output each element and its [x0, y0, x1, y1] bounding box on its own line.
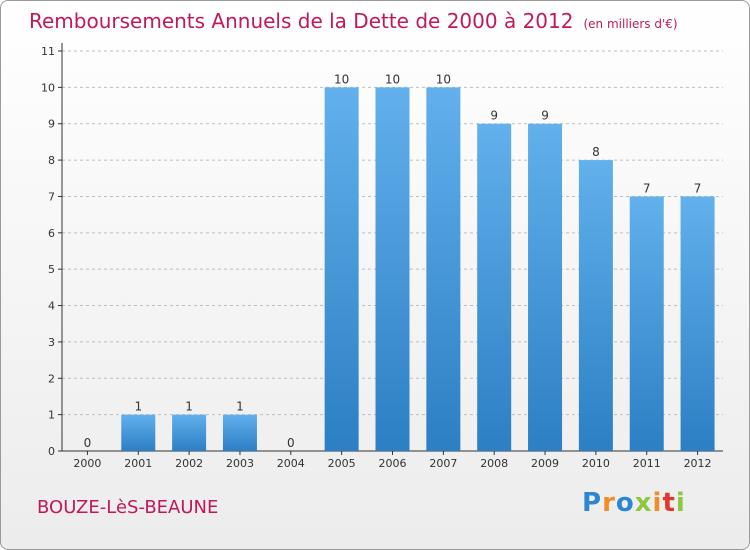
- y-tick-label: 3: [48, 336, 55, 349]
- x-tick-label: 2001: [124, 457, 152, 470]
- logo-letter: o: [615, 488, 635, 518]
- logo-letter: x: [634, 488, 653, 518]
- data-label: 7: [694, 181, 702, 195]
- data-label: 9: [541, 109, 549, 123]
- y-tick-label: 11: [41, 45, 55, 58]
- place-name: BOUZE-LèS-BEAUNE: [37, 497, 219, 518]
- bar: [629, 196, 664, 451]
- bar: [121, 414, 156, 451]
- data-label: 8: [592, 145, 600, 159]
- y-tick-label: 5: [48, 263, 55, 276]
- y-tick-label: 1: [48, 409, 55, 422]
- data-label: 10: [385, 72, 400, 86]
- bar: [680, 196, 715, 451]
- y-tick-label: 9: [48, 118, 55, 131]
- bar: [222, 414, 257, 451]
- y-tick-label: 6: [48, 227, 55, 240]
- y-tick-label: 7: [48, 190, 55, 203]
- data-label: 1: [236, 400, 244, 414]
- data-label: 9: [490, 109, 498, 123]
- data-label: 1: [134, 400, 142, 414]
- y-tick-label: 8: [48, 154, 55, 167]
- bar: [477, 123, 512, 452]
- y-tick-label: 4: [48, 300, 55, 313]
- x-tick-label: 2006: [379, 457, 407, 470]
- x-tick-label: 2012: [684, 457, 712, 470]
- title-text: Remboursements Annuels de la Dette de 20…: [29, 9, 574, 33]
- title-unit: (en milliers d'€): [583, 17, 678, 31]
- bar: [324, 87, 359, 451]
- data-label: 1: [185, 400, 193, 414]
- x-tick-label: 2009: [531, 457, 559, 470]
- chart-title: Remboursements Annuels de la Dette de 20…: [29, 9, 678, 33]
- logo-letter: i: [675, 488, 686, 518]
- bar: [172, 414, 207, 451]
- x-tick-label: 2005: [328, 457, 356, 470]
- x-tick-label: 2008: [480, 457, 508, 470]
- bar: [375, 87, 410, 451]
- x-tick-label: 2002: [175, 457, 203, 470]
- bar: [578, 160, 613, 451]
- x-tick-label: 2007: [429, 457, 457, 470]
- x-tick-label: 2003: [226, 457, 254, 470]
- data-label: 10: [334, 72, 349, 86]
- bar: [426, 87, 461, 451]
- proxiti-logo: Proxiti: [582, 488, 686, 518]
- logo-letter: t: [662, 488, 676, 518]
- logo-letter: r: [602, 488, 616, 518]
- x-tick-label: 2011: [633, 457, 661, 470]
- data-label: 0: [287, 436, 295, 450]
- y-tick-label: 10: [41, 81, 55, 94]
- data-label: 0: [84, 436, 92, 450]
- data-label: 7: [643, 181, 651, 195]
- x-tick-label: 2004: [277, 457, 305, 470]
- x-tick-label: 2010: [582, 457, 610, 470]
- x-tick-label: 2000: [73, 457, 101, 470]
- logo-letter: i: [652, 488, 663, 518]
- bar: [528, 123, 563, 452]
- logo-letter: P: [582, 488, 603, 518]
- data-label: 10: [436, 72, 451, 86]
- y-tick-label: 2: [48, 372, 55, 385]
- y-tick-label: 0: [48, 445, 55, 458]
